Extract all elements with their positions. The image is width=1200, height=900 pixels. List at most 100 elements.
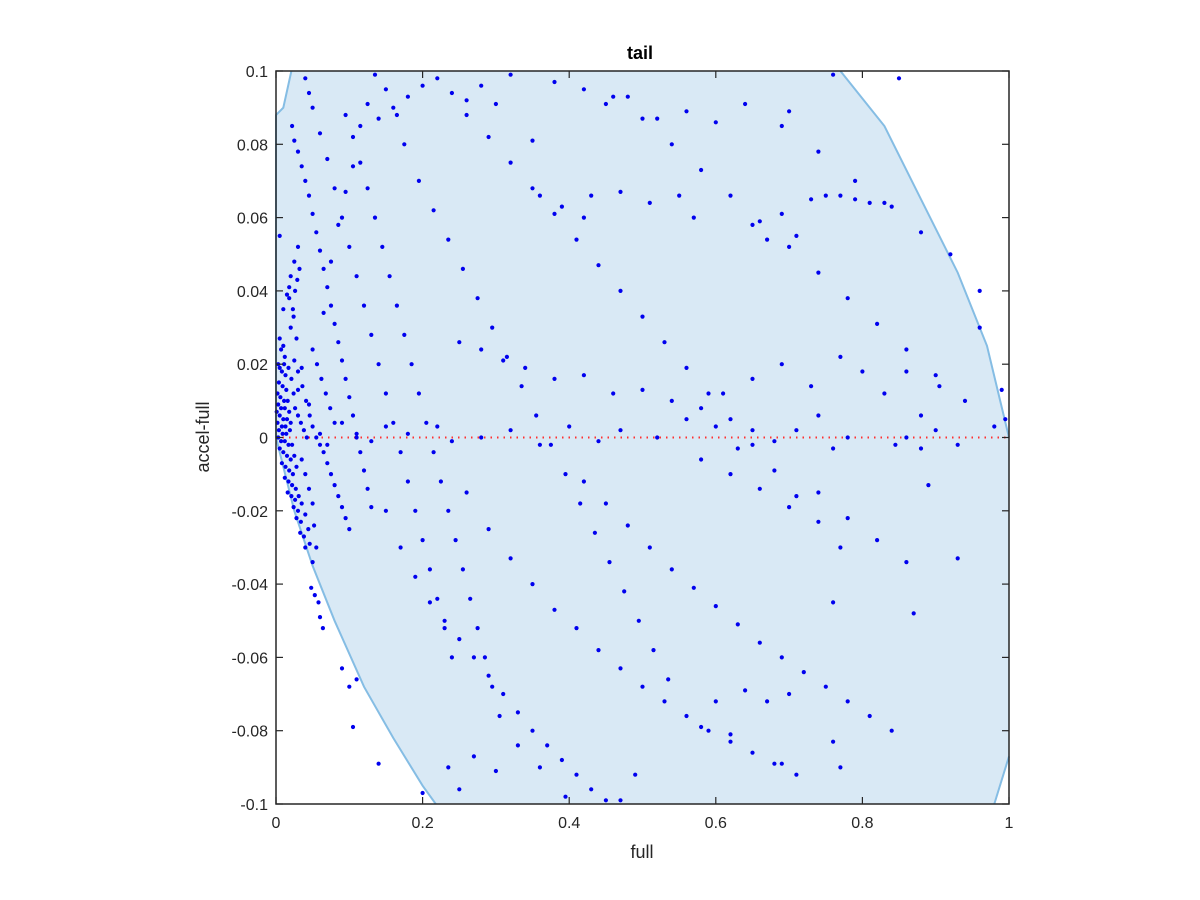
chart-title: tail — [627, 43, 653, 63]
scatter-point — [515, 743, 521, 748]
scatter-point — [757, 219, 762, 224]
scatter-point — [394, 112, 399, 118]
scatter-point — [339, 358, 345, 363]
scatter-point — [282, 354, 287, 359]
scatter-point — [453, 538, 458, 543]
scatter-point — [282, 362, 287, 367]
scatter-point — [288, 325, 293, 330]
scatter-point — [640, 314, 645, 319]
scatter-point — [933, 428, 938, 433]
scatter-point — [490, 325, 495, 330]
scatter-point — [779, 761, 784, 766]
scatter-point — [918, 230, 924, 235]
scatter-point — [482, 655, 487, 660]
scatter-point — [537, 765, 543, 770]
scatter-point — [281, 307, 286, 312]
scatter-point — [358, 123, 363, 129]
scatter-point — [304, 435, 309, 440]
scatter-point — [279, 439, 284, 444]
scatter-point — [530, 582, 535, 587]
scatter-point — [320, 626, 325, 631]
scatter-point — [321, 310, 326, 315]
scatter-point — [607, 560, 612, 565]
scatter-point — [361, 468, 367, 473]
scatter-point — [845, 516, 850, 521]
y-axis-label: accel-full — [193, 401, 213, 472]
y-tick-label: -0.02 — [232, 504, 269, 521]
scatter-point — [603, 101, 609, 107]
scatter-point — [284, 417, 290, 422]
scatter-point — [596, 648, 601, 653]
scatter-point — [413, 508, 418, 513]
scatter-point — [728, 193, 733, 198]
scatter-point — [816, 149, 821, 154]
region-bottom-right-boundary — [993, 756, 1010, 805]
x-axis: 0 0.2 0.4 0.6 0.8 1 — [272, 71, 1014, 832]
scatter-point — [508, 556, 513, 561]
scatter-point — [347, 244, 352, 249]
scatter-point — [276, 402, 281, 407]
scatter-point — [750, 376, 755, 381]
scatter-point — [405, 479, 410, 484]
scatter-point — [911, 611, 916, 616]
scatter-point — [383, 424, 388, 429]
scatter-point — [295, 369, 301, 374]
scatter-point — [365, 486, 370, 491]
scatter-point — [486, 134, 491, 140]
scatter-point — [287, 468, 292, 473]
scatter-point — [354, 677, 359, 682]
scatter-point — [779, 362, 784, 367]
scatter-point — [904, 435, 909, 440]
scatter-point — [962, 398, 968, 403]
scatter-point — [647, 200, 652, 205]
scatter-point — [677, 193, 682, 198]
scatter-point — [431, 450, 436, 455]
scatter-point — [794, 494, 799, 499]
scatter-point — [589, 787, 594, 792]
scatter-point — [288, 274, 293, 279]
scatter-point — [299, 457, 304, 462]
scatter-point — [283, 373, 288, 378]
scatter-point — [284, 292, 290, 297]
scatter-point — [292, 453, 297, 458]
scatter-point — [559, 757, 565, 763]
scatter-point — [343, 189, 348, 194]
scatter-point — [435, 596, 440, 601]
scatter-point — [277, 413, 282, 418]
scatter-point — [369, 439, 374, 444]
scatter-point — [276, 380, 281, 385]
scatter-point — [809, 384, 814, 389]
scatter-point — [537, 193, 543, 198]
scatter-point — [292, 138, 297, 143]
scatter-point — [816, 519, 821, 524]
scatter-point — [578, 501, 583, 506]
scatter-point — [316, 600, 321, 605]
scatter-point — [611, 391, 616, 396]
scatter-point — [424, 420, 429, 425]
scatter-point — [765, 237, 770, 242]
scatter-point — [446, 237, 451, 242]
scatter-point — [291, 505, 296, 510]
scatter-point — [347, 684, 352, 689]
scatter-point — [303, 512, 308, 517]
scatter-point — [336, 340, 341, 345]
scatter-point — [669, 567, 674, 572]
scatter-point — [662, 340, 667, 345]
scatter-point — [662, 699, 667, 704]
scatter-point — [838, 765, 843, 770]
scatter-point — [636, 618, 641, 623]
scatter-point — [285, 398, 290, 403]
scatter-point — [365, 186, 370, 191]
scatter-point — [504, 354, 509, 359]
scatter-point — [699, 457, 704, 462]
scatter-point — [350, 413, 356, 418]
scatter-point — [281, 450, 286, 455]
scatter-point — [640, 684, 645, 689]
scatter-point — [618, 428, 623, 433]
scatter-point — [772, 468, 777, 473]
scatter-point — [304, 398, 309, 403]
scatter-point — [317, 131, 323, 136]
scatter-point — [309, 585, 314, 590]
scatter-point — [339, 215, 345, 220]
scatter-point — [354, 435, 359, 440]
